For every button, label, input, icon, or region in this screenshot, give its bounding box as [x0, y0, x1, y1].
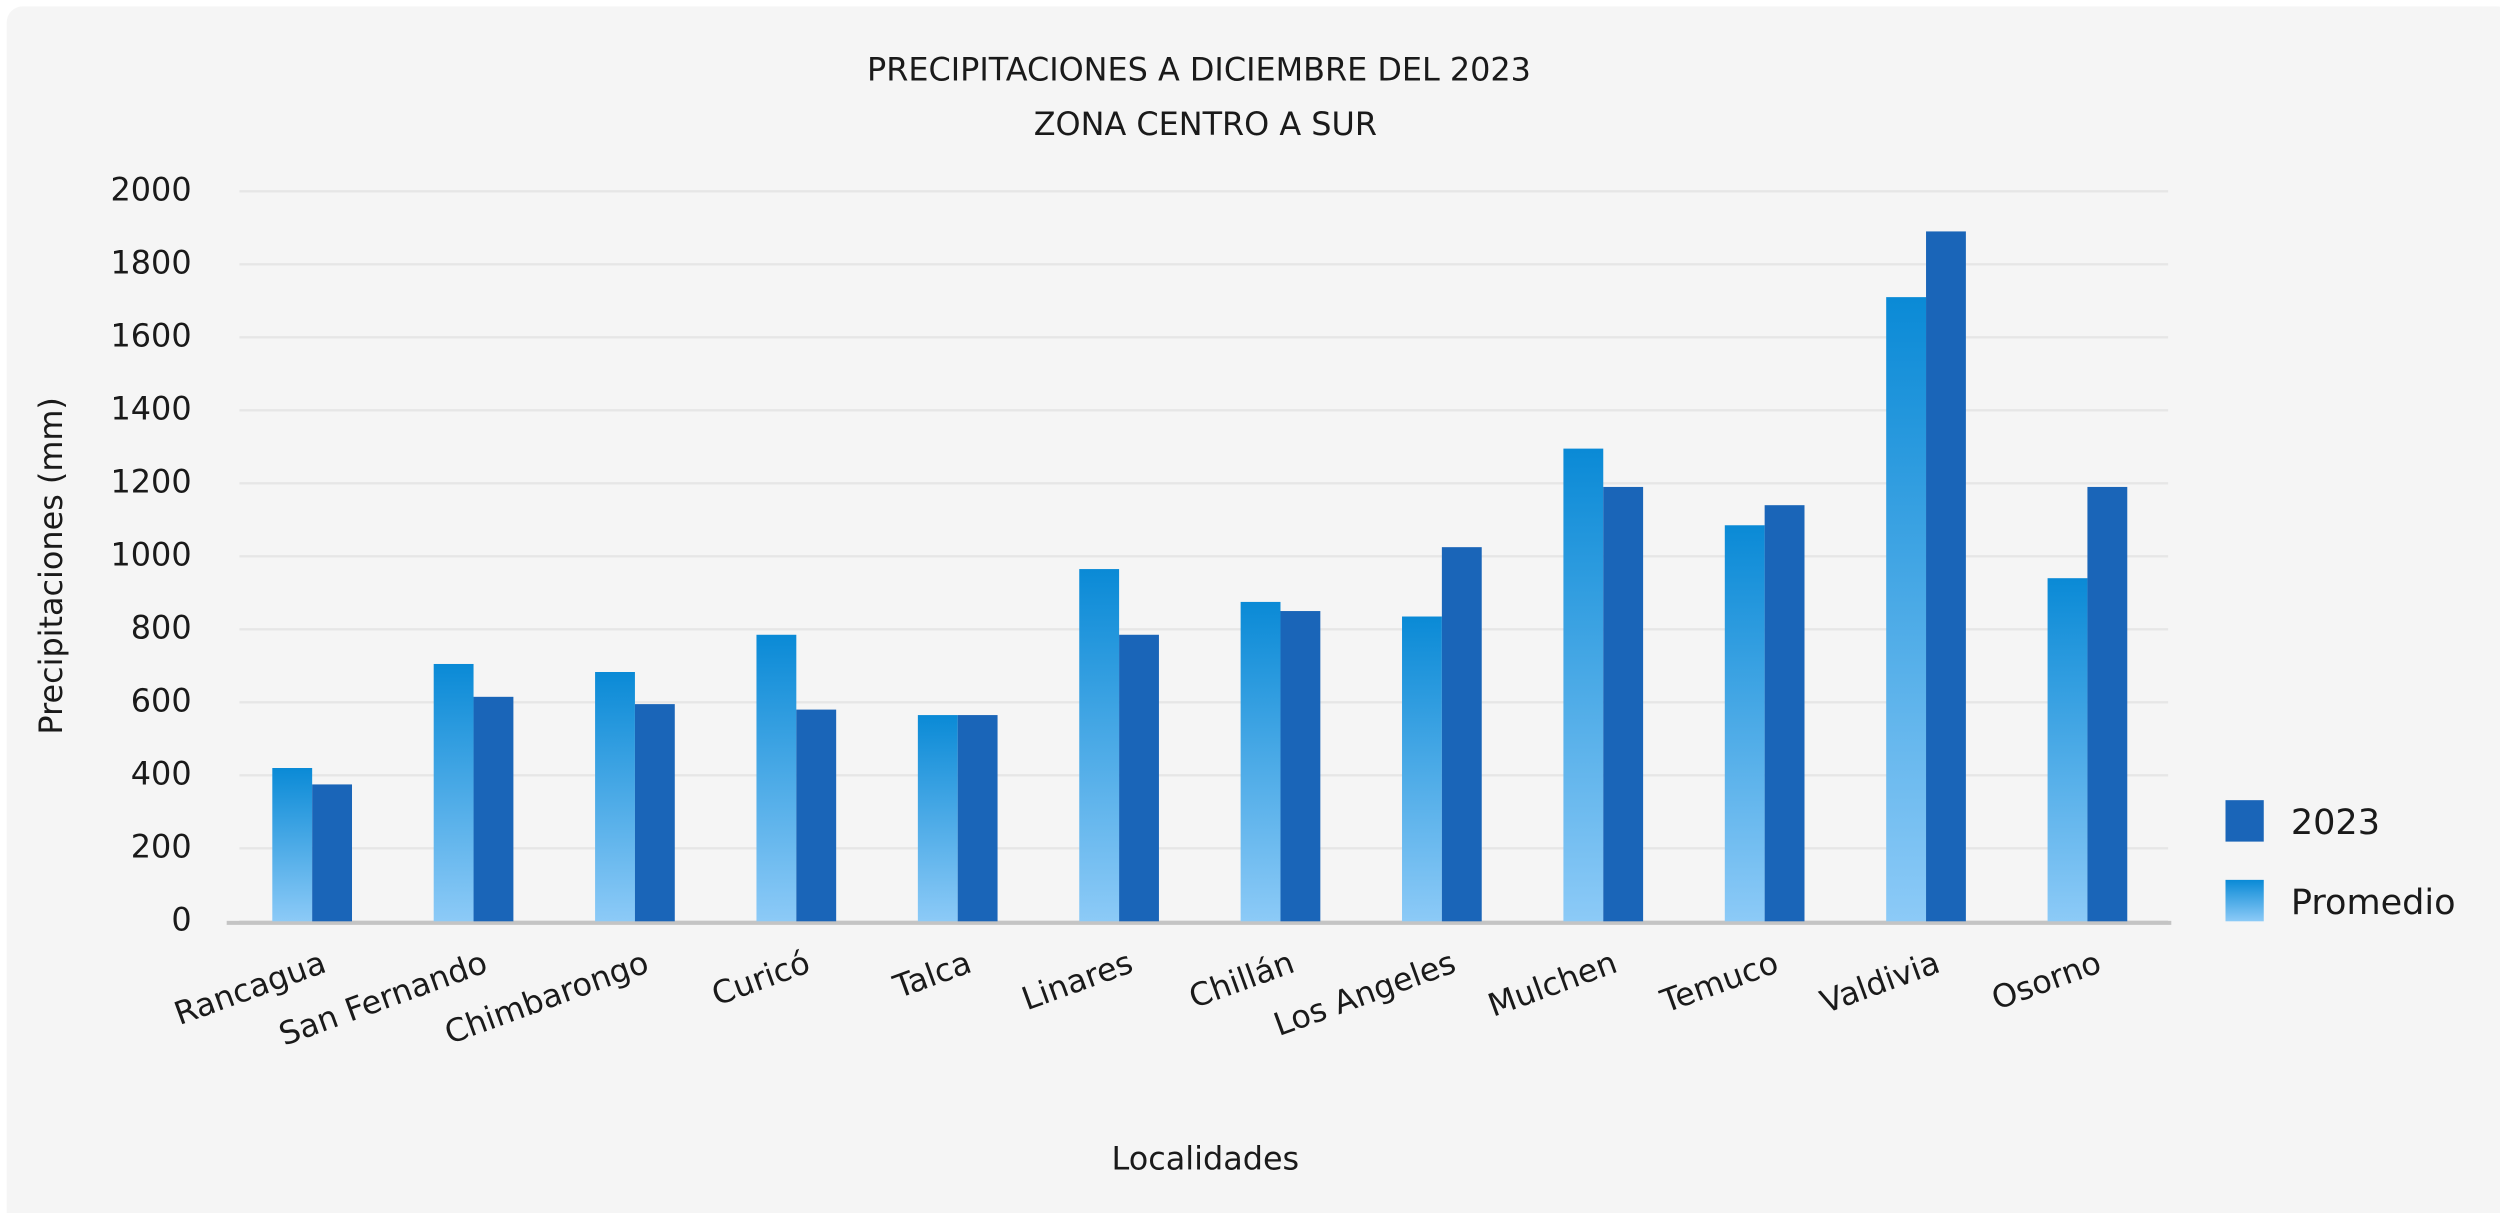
bar: [595, 672, 635, 922]
x-axis-label: Localidades: [1112, 1139, 1300, 1177]
bar: [957, 715, 998, 922]
chart-subtitle: ZONA CENTRO A SUR: [1034, 105, 1377, 143]
legend-swatch: [2225, 800, 2264, 842]
y-tick-label: 800: [131, 608, 192, 646]
y-axis-label: Precipitaciones (mm): [32, 397, 70, 734]
y-tick-label: 1600: [111, 316, 192, 354]
bar: [1240, 601, 1281, 922]
bar: [1402, 616, 1442, 922]
bar: [917, 715, 958, 922]
y-tick-label: 1400: [111, 389, 192, 427]
y-tick-label: 600: [131, 681, 192, 719]
bar: [312, 784, 353, 922]
bar: [1764, 505, 1805, 922]
bar: [1563, 448, 1604, 922]
bar: [634, 704, 675, 922]
legend-label: Promedio: [2291, 882, 2456, 923]
bar: [1886, 297, 1927, 922]
bar: [1280, 611, 1321, 922]
chart-title: PRECIPITACIONES A DICIEMBRE DEL 2023: [867, 51, 1531, 89]
bar: [1724, 525, 1765, 922]
y-tick-label: 1200: [111, 462, 192, 500]
y-tick-label: 2000: [111, 170, 192, 208]
bar: [2047, 578, 2088, 922]
bar: [1603, 486, 1644, 922]
bar: [433, 663, 474, 922]
bar: [796, 709, 837, 922]
legend-label: 2023: [2291, 802, 2380, 843]
bar: [1079, 569, 1120, 922]
bar: [756, 634, 797, 922]
bar: [1441, 547, 1482, 922]
y-tick-label: 200: [131, 827, 192, 865]
bar: [1119, 634, 1159, 922]
bar: [1926, 231, 1966, 922]
bar: [272, 767, 313, 922]
bar: [473, 696, 514, 922]
y-tick-label: 0: [171, 900, 191, 938]
y-tick-label: 400: [131, 754, 192, 792]
y-tick-label: 1800: [111, 243, 192, 281]
bar: [2087, 486, 2128, 922]
y-tick-label: 1000: [111, 535, 192, 573]
legend-swatch: [2225, 879, 2264, 922]
